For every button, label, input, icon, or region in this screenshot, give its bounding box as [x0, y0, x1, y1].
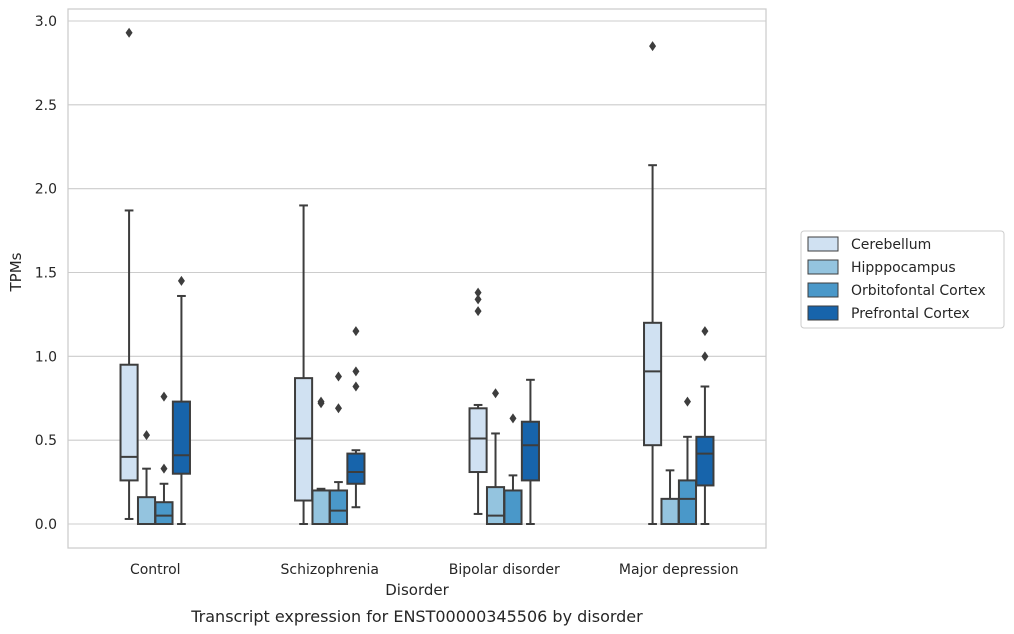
outlier-point: [177, 275, 185, 286]
box-4: [695, 326, 715, 525]
box-iqr: [136, 496, 157, 526]
x-tick-label: Bipolar disorder: [449, 562, 560, 578]
y-tick-label: 2.0: [35, 182, 57, 198]
legend-label: Prefrontal Cortex: [851, 306, 970, 322]
outlier-point: [649, 41, 657, 52]
outlier-point: [701, 351, 709, 362]
figure-caption: Transcript expression for ENST0000034550…: [190, 607, 643, 626]
box-3: [503, 413, 523, 526]
y-tick-label: 0.0: [35, 517, 57, 533]
outlier-point: [492, 388, 500, 399]
box-iqr: [485, 486, 506, 526]
legend-frame: [800, 230, 1005, 329]
box-iqr: [311, 489, 331, 526]
box-iqr: [520, 420, 540, 482]
box-iqr: [154, 501, 174, 526]
legend-swatch: [807, 259, 839, 275]
box-iqr: [643, 321, 663, 447]
outlier-point: [352, 366, 360, 377]
box-iqr: [346, 452, 366, 485]
x-axis-title: Disorder: [385, 581, 449, 599]
box-3: [328, 371, 349, 526]
outlier-point: [143, 430, 151, 441]
box-iqr: [328, 489, 349, 526]
outlier-point: [474, 294, 482, 305]
legend-label: Cerebellum: [851, 237, 931, 253]
y-tick-label: 3.0: [35, 14, 57, 30]
y-tick-labels: 0.0 0.5 1.0 1.5 2.0 2.5 3.0: [35, 14, 57, 533]
box-3: [154, 391, 174, 526]
box-iqr: [503, 489, 523, 526]
outlier-point: [334, 403, 342, 414]
outlier-point: [683, 396, 691, 407]
box-4: [346, 326, 366, 509]
outlier-point: [160, 463, 168, 474]
y-tick-label: 1.0: [35, 349, 57, 365]
box-3: [677, 396, 698, 526]
box-4: [520, 378, 540, 525]
box-1: [643, 41, 663, 525]
x-tick-labels: Control Schizophrenia Bipolar disorder Majo…: [130, 562, 739, 578]
outlier-point: [317, 396, 325, 407]
box-iqr: [119, 363, 139, 482]
legend-swatch: [807, 282, 839, 298]
y-axis-title: TPMs: [7, 252, 25, 292]
box-iqr: [660, 497, 680, 526]
box-iqr: [468, 407, 488, 474]
box-1: [119, 27, 139, 520]
x-tick-label: Schizophrenia: [281, 562, 379, 578]
x-tick-label: Major depression: [619, 562, 739, 578]
outlier-point: [352, 326, 360, 337]
outlier-point: [701, 326, 709, 337]
box-1: [294, 204, 314, 525]
outlier-point: [334, 371, 342, 382]
legend: Cerebellum Hipppocampus Orbitofontal Corte…: [800, 230, 1005, 329]
box-1: [468, 287, 488, 515]
y-tick-label: 1.5: [35, 266, 57, 282]
outlier-point: [474, 306, 482, 317]
x-tick-label: Control: [130, 562, 181, 578]
legend-label: Hipppocampus: [851, 260, 956, 276]
outlier-point: [160, 391, 168, 402]
box-iqr: [677, 479, 698, 526]
box-2: [311, 396, 331, 526]
outlier-point: [352, 381, 360, 392]
legend-swatch: [807, 236, 839, 252]
outlier-point: [474, 287, 482, 298]
box-4: [171, 275, 191, 525]
y-tick-label: 0.5: [35, 433, 57, 449]
box-iqr: [171, 400, 191, 475]
box-iqr: [695, 435, 715, 487]
legend-swatch: [807, 305, 839, 321]
y-tick-label: 2.5: [35, 98, 57, 114]
outlier-point: [509, 413, 517, 424]
legend-label: Orbitofontal Cortex: [851, 283, 986, 299]
plot-frame: [67, 8, 767, 549]
box-layer: [119, 27, 715, 526]
box-2: [136, 430, 157, 526]
outlier-point: [125, 27, 133, 38]
